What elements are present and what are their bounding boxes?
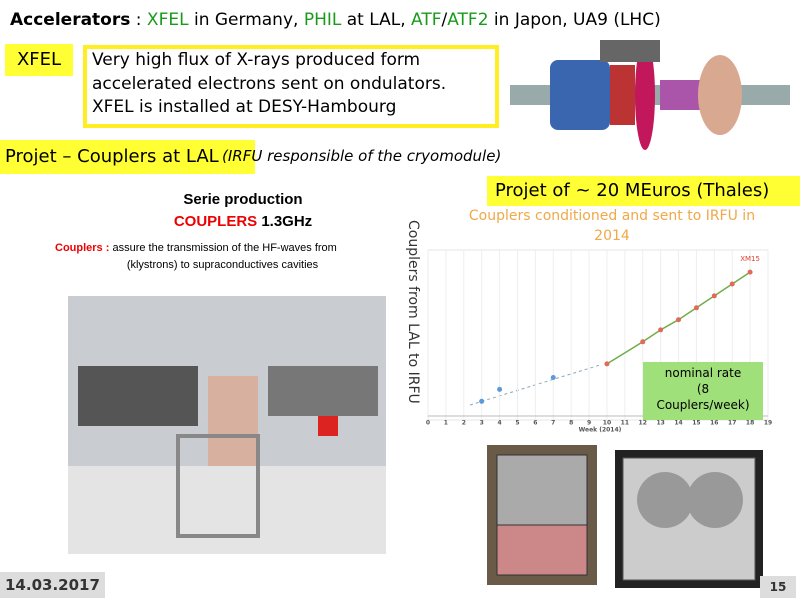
project-label: Projet – Couplers at LAL [0, 140, 255, 174]
x-tick-label: 15 [692, 420, 700, 427]
annotation: Couplers/week) [656, 398, 750, 412]
y-axis-label: Couplers from LAL to IRFU [405, 220, 421, 404]
title-part: PHIL [303, 10, 342, 30]
annotation: nominal rate [664, 366, 742, 380]
serie-title: Serie production [183, 191, 303, 208]
part [660, 80, 700, 110]
xfel-description: Very high flux of X-rays produced form a… [83, 45, 499, 128]
title-part: in Germany, [188, 10, 304, 30]
text-part: Couplers : [55, 242, 110, 254]
part [635, 40, 655, 150]
title-part: / [441, 10, 448, 30]
part [600, 40, 660, 62]
flange [687, 472, 743, 528]
text-part: COUPLERS [173, 213, 258, 230]
x-tick-label: 6 [533, 420, 537, 427]
equipment [78, 366, 198, 426]
case-lid [496, 454, 588, 526]
chart-title: Couplers conditioned and sent to IRFU in… [469, 208, 755, 244]
title-part: at LAL, [341, 10, 412, 30]
page-number: 15 [760, 576, 796, 598]
footer-date: 14.03.2017 [0, 572, 105, 598]
equipment [318, 416, 338, 436]
title-part: ATF [411, 10, 442, 30]
data-point [550, 375, 556, 380]
title-part: Accelerators [10, 10, 131, 30]
part [610, 65, 635, 125]
floor [68, 466, 386, 554]
serie-description: Couplers : assure the transmission of th… [55, 242, 390, 254]
x-tick-label: 12 [639, 420, 647, 427]
x-tick-label: 2 [462, 420, 466, 427]
xfel-label: XFEL [5, 44, 73, 76]
annotation: XM15 [740, 255, 760, 263]
data-point [479, 398, 485, 404]
x-tick-label: 10 [603, 420, 611, 427]
case-photo [615, 450, 763, 588]
project-note: (IRFU responsible of the cryomodule) [222, 147, 502, 165]
frame [176, 434, 260, 538]
x-tick-label: 19 [764, 420, 772, 427]
title-part: ATF2 [447, 10, 489, 30]
data-point [729, 281, 735, 287]
text-line: accelerated electrons sent on ondulators… [92, 73, 447, 94]
case-photo [487, 445, 597, 585]
x-tick-label: 14 [674, 420, 682, 427]
case-body [496, 524, 588, 576]
x-tick-label: 3 [480, 420, 484, 427]
machine-image [510, 40, 790, 150]
data-point [497, 386, 503, 392]
cost-label: Projet of ~ 20 MEuros (Thales) [487, 176, 800, 206]
data-point [693, 305, 699, 311]
slide-title: Accelerators : XFEL in Germany, PHIL at … [10, 10, 661, 30]
data-point [711, 293, 717, 299]
text-line: XFEL is installed at DESY-Hambourg [92, 97, 397, 117]
x-tick-label: 16 [710, 420, 718, 427]
data-point [604, 361, 610, 367]
part [550, 60, 610, 130]
text-part: assure the transmission of the HF-waves … [109, 242, 337, 254]
data-point [676, 317, 682, 323]
serie-description: (klystrons) to supraconductives cavities [126, 259, 319, 271]
part [698, 55, 742, 135]
data-point [658, 327, 664, 333]
equipment [268, 366, 378, 416]
x-tick-label: 7 [551, 420, 555, 427]
x-tick-label: 11 [621, 420, 629, 427]
text-line: Very high flux of X-rays produced form [92, 50, 421, 70]
x-tick-label: 0 [426, 420, 430, 427]
data-point [640, 339, 646, 345]
title-part: : [130, 10, 147, 30]
x-tick-label: 8 [569, 420, 573, 427]
x-tick-label: 4 [497, 420, 501, 427]
serie-subtitle: COUPLERS 1.3GHz [93, 213, 393, 230]
text-part: 1.3GHz [257, 213, 313, 230]
x-tick-label: 5 [515, 420, 519, 427]
x-tick-label: 13 [656, 420, 664, 427]
title-part: XFEL [146, 10, 189, 30]
flange [637, 472, 693, 528]
annotation: (8 [696, 382, 710, 396]
data-point [747, 269, 753, 275]
lab-photo [68, 296, 386, 554]
x-tick-label: 9 [587, 420, 591, 427]
equipment [208, 376, 258, 466]
x-tick-label: 1 [444, 420, 448, 427]
nominal-rate-box: nominal rate (8 Couplers/week) [643, 362, 763, 420]
series-line [606, 271, 751, 365]
title-part: in Japon, UA9 (LHC) [488, 10, 661, 30]
x-tick-label: 18 [746, 420, 754, 427]
x-tick-label: 17 [728, 420, 736, 427]
x-axis-label: Week (2014) [579, 427, 622, 434]
